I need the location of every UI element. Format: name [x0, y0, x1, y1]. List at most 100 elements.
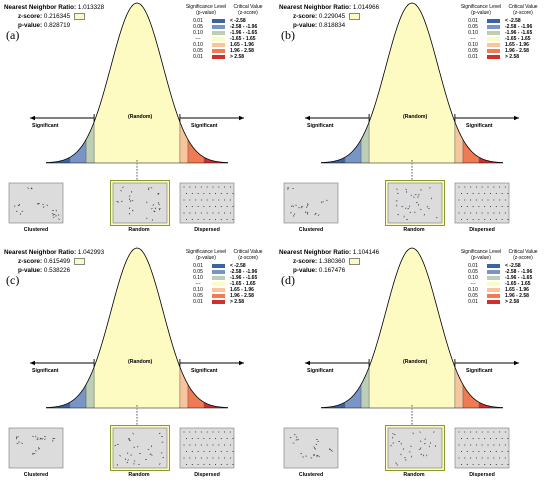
right-arrow-head [514, 360, 519, 366]
thumbnail-point [209, 205, 211, 208]
thumbnail-point [127, 459, 129, 461]
nn-ratio-label: Nearest Neighbor Ratio: [279, 4, 352, 11]
thumbnail-point [200, 212, 202, 214]
legend-row: 0.05 1.96 - 2.58 [190, 48, 275, 54]
thumbnail-point [15, 210, 18, 213]
legend-critical-value: < -2.58 [505, 263, 521, 269]
thumbnail-point [36, 437, 39, 439]
thumbnail-point [289, 437, 292, 439]
legend-critical-value: > 2.58 [505, 54, 520, 60]
thumbnail-point [298, 206, 300, 209]
legend-level: 0.10 [193, 287, 203, 293]
right-significant-label: Significant [466, 123, 493, 129]
curve-region [46, 402, 70, 408]
legend-swatch [212, 275, 225, 280]
thumbnail-point [426, 206, 429, 208]
thumbnail-point [472, 192, 474, 195]
thumbnail-point [52, 439, 54, 442]
curve-region [94, 248, 180, 408]
thumbnail-point [301, 206, 304, 208]
legend-swatch [487, 24, 500, 29]
thumbnail-point [212, 457, 214, 459]
thumbnail-point [489, 218, 492, 221]
thumbnail-point [197, 192, 199, 195]
legend-row: 0.01 > 2.58 [465, 54, 550, 60]
thumbnail-point [292, 442, 295, 444]
thumbnail-point [481, 186, 483, 188]
thumbnail-point [152, 204, 154, 206]
thumbnail-point [466, 205, 468, 208]
thumbnail-point [189, 431, 191, 433]
thumbnail-point [409, 211, 412, 214]
legend-swatch [212, 54, 225, 59]
thumbnail-point [39, 437, 41, 440]
thumbnail-point [410, 194, 413, 196]
legend-level: 0.01 [468, 54, 478, 60]
nn-ratio-value: 1.014966 [352, 4, 380, 11]
nn-ratio-value: 1.042993 [77, 249, 105, 256]
thumbnail-point [191, 205, 193, 208]
thumbnail-point [466, 218, 468, 221]
legend-swatch [212, 269, 225, 274]
thumbnail-point [55, 209, 57, 212]
legend-swatch [212, 18, 225, 23]
z-score-swatch [348, 258, 360, 265]
curve-region [361, 121, 370, 163]
thumbnail-point [507, 205, 509, 208]
thumbnail-point [195, 444, 197, 446]
legend-level: 0.01 [468, 18, 478, 24]
thumbnail-point [133, 462, 135, 465]
thumbnail-point [214, 437, 217, 440]
thumbnail-point [475, 212, 477, 214]
thumbnail-label-dispersed: Dispersed [194, 472, 220, 478]
thumbnail-point [58, 218, 60, 221]
thumbnail-point [313, 446, 315, 448]
thumbnail-point [129, 198, 130, 201]
legend-critical-value: -2.58 - -1.96 [230, 269, 258, 275]
thumbnail-clustered [8, 427, 64, 469]
panel-letter: (b) [281, 28, 295, 42]
stats-block: Nearest Neighbor Ratio: 1.013328 z-score… [4, 3, 104, 30]
legend-swatch [487, 42, 500, 47]
thumbnail-point [470, 431, 472, 433]
thumbnail-point [183, 444, 185, 446]
critical-header-line: (z-score) [513, 254, 533, 261]
critical-header: Critical Value (z-score) [501, 249, 545, 261]
legend-row: --- -1.65 - 1.65 [465, 281, 550, 287]
thumbnail-point [224, 431, 226, 433]
thumbnail-dispersed [454, 182, 510, 224]
thumbnail-point [162, 456, 165, 459]
thumbnail-point [183, 457, 185, 459]
thumbnail-point [226, 205, 228, 208]
thumbnail-point [35, 450, 37, 452]
significance-header-line: Significance Level [185, 249, 227, 255]
thumbnail-point [419, 447, 422, 449]
stats-block: Nearest Neighbor Ratio: 1.104146 z-score… [279, 248, 379, 275]
thumbnail-point [229, 431, 231, 433]
nn-ratio-label: Nearest Neighbor Ratio: [4, 249, 77, 256]
z-score-row: z-score: 1.380360 [293, 257, 379, 266]
thumbnail-point [53, 438, 56, 440]
thumbnail-point [423, 213, 425, 216]
thumbnail-point [154, 207, 157, 210]
thumbnail-point [499, 199, 501, 201]
legend-critical-value: 1.65 - 1.96 [505, 42, 529, 48]
thumbnail-point [38, 447, 40, 449]
left-arrow-head [30, 360, 35, 366]
thumbnail-point [128, 195, 131, 197]
thumbnail-point [504, 457, 506, 459]
thumbnail-point [226, 192, 228, 195]
thumbnail-point [185, 205, 188, 208]
thumbnail-point [189, 444, 191, 446]
thumbnail-point [391, 436, 394, 439]
thumbnail-point [499, 431, 501, 433]
thumbnail-point [495, 205, 497, 208]
thumbnail-point [138, 463, 140, 466]
thumbnail-point [209, 450, 211, 453]
thumbnail-dispersed [179, 427, 235, 469]
legend-row: 0.10 -1.96 - -1.65 [465, 30, 550, 36]
legend-critical-value: < -2.58 [230, 18, 246, 24]
significance-header-line: (p-value) [471, 254, 491, 261]
curve-region [369, 248, 455, 408]
thumbnail-point [481, 431, 483, 433]
